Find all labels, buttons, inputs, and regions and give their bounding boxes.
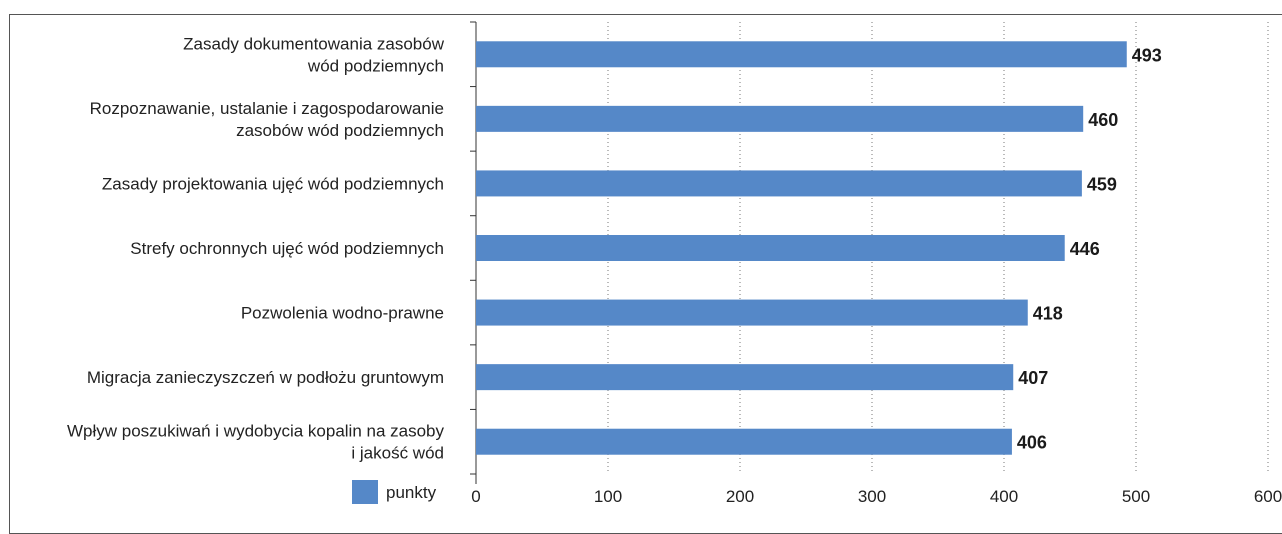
category-label-line: Migracja zanieczyszczeń w podłożu grunto… [87,368,444,387]
category-label-line: Strefy ochronnych ujęć wód podziemnych [130,239,444,258]
category-label-5: Migracja zanieczyszczeń w podłożu grunto… [87,368,444,387]
value-label-4: 418 [1033,304,1063,324]
category-label-line: Wpływ poszukiwań i wydobycia kopalin na … [67,422,445,441]
category-label-6: Wpływ poszukiwań i wydobycia kopalin na … [67,422,445,463]
category-label-line: zasobów wód podziemnych [236,121,444,140]
category-label-1: Rozpoznawanie, ustalanie i zagospodarowa… [90,99,444,140]
x-tick-label-100: 100 [594,487,622,506]
category-label-line: i jakość wód [351,444,444,463]
x-tick-label-200: 200 [726,487,754,506]
x-tick-label-600: 600 [1254,487,1282,506]
category-label-2: Zasady projektowania ujęć wód podziemnyc… [102,174,444,193]
bar-3 [476,235,1065,261]
value-label-5: 407 [1018,368,1048,388]
value-label-0: 493 [1132,45,1162,65]
value-label-1: 460 [1088,110,1118,130]
category-label-line: Zasady dokumentowania zasobów [183,34,445,53]
category-label-0: Zasady dokumentowania zasobów wód podziem… [183,34,445,75]
value-label-2: 459 [1087,174,1117,194]
horizontal-bar-chart: 0 100 200 300 400 500 600 493 Zasady dokumentowa… [0,0,1282,506]
legend-swatch [352,480,378,504]
x-tick-label-400: 400 [990,487,1018,506]
category-label-4: Pozwolenia wodno-prawne [241,304,444,323]
legend-label: punkty [386,483,437,502]
bar-4 [476,300,1028,326]
value-label-6: 406 [1017,433,1047,453]
category-label-line: Pozwolenia wodno-prawne [241,304,444,323]
bar-6 [476,429,1012,455]
category-label-line: wód podziemnych [307,56,444,75]
value-label-3: 446 [1070,239,1100,259]
category-label-3: Strefy ochronnych ujęć wód podziemnych [130,239,444,258]
bar-1 [476,106,1083,132]
bar-2 [476,170,1082,196]
x-tick-label-500: 500 [1122,487,1150,506]
category-label-line: Zasady projektowania ujęć wód podziemnyc… [102,174,444,193]
x-tick-label-0: 0 [471,487,480,506]
bar-5 [476,364,1013,390]
category-label-line: Rozpoznawanie, ustalanie i zagospodarowa… [90,99,444,118]
x-tick-label-300: 300 [858,487,886,506]
bar-0 [476,41,1127,67]
